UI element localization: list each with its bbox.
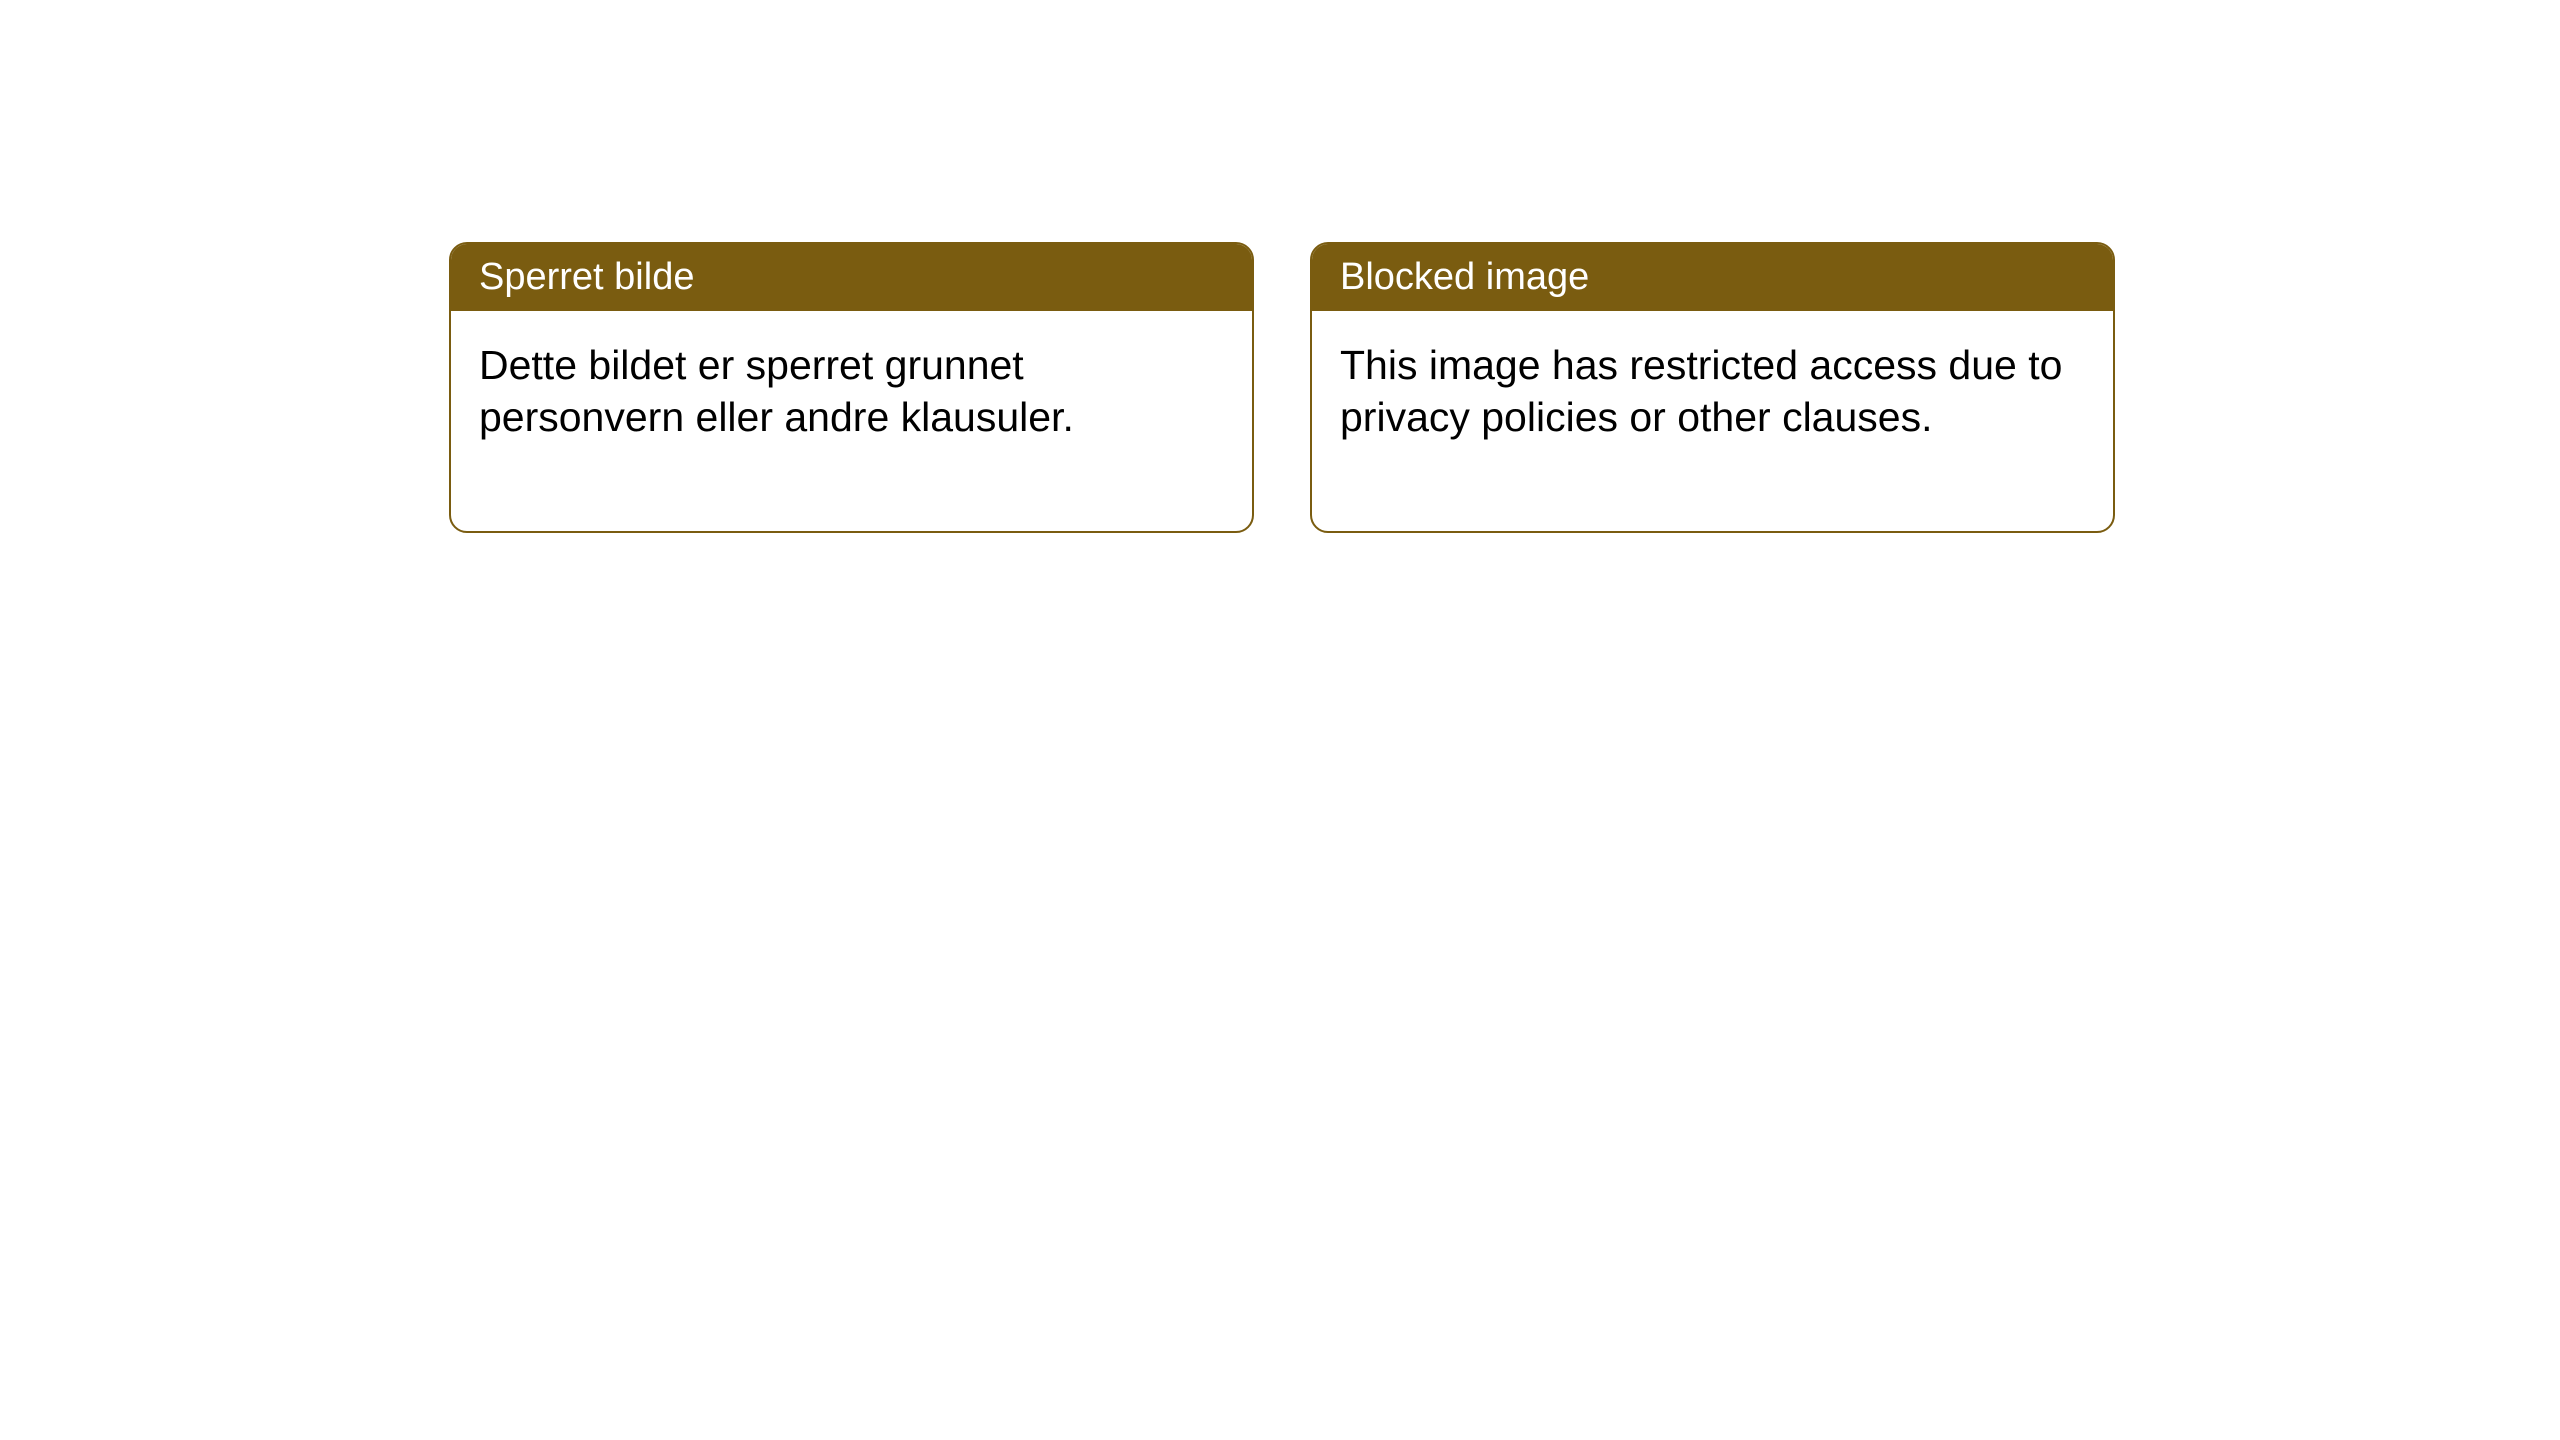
card-header: Blocked image	[1312, 244, 2113, 311]
notice-cards-container: Sperret bilde Dette bildet er sperret gr…	[0, 0, 2560, 533]
card-header: Sperret bilde	[451, 244, 1252, 311]
card-title: Sperret bilde	[479, 256, 694, 298]
card-body: This image has restricted access due to …	[1312, 311, 2113, 531]
card-body: Dette bildet er sperret grunnet personve…	[451, 311, 1252, 531]
card-body-text: Dette bildet er sperret grunnet personve…	[479, 342, 1074, 440]
notice-card-norwegian: Sperret bilde Dette bildet er sperret gr…	[449, 242, 1254, 533]
notice-card-english: Blocked image This image has restricted …	[1310, 242, 2115, 533]
card-title: Blocked image	[1340, 256, 1589, 298]
card-body-text: This image has restricted access due to …	[1340, 342, 2062, 440]
